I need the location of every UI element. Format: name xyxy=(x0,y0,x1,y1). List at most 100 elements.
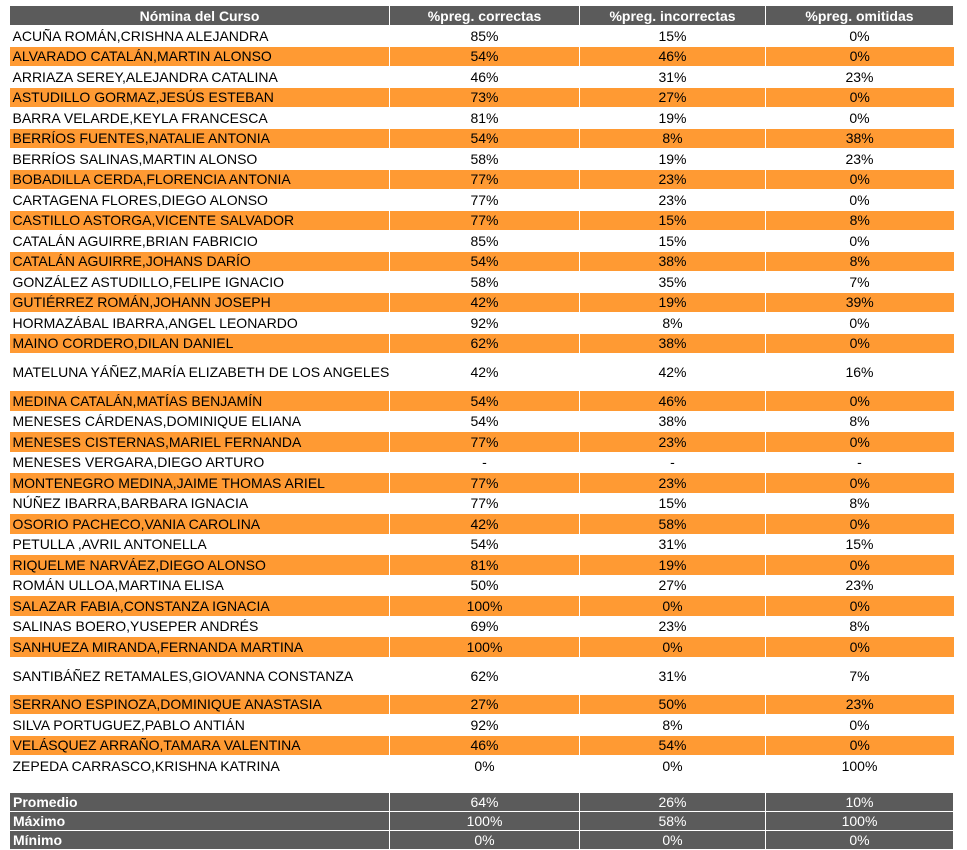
cell-correctas: 0% xyxy=(389,755,580,776)
cell-omitidas: 0% xyxy=(765,390,954,412)
table-row: SERRANO ESPINOZA,DOMINIQUE ANASTASIA 27% 5… xyxy=(9,693,954,715)
table-row: SANTIBÁÑEZ RETAMALES,GIOVANNA CONSTANZA 6… xyxy=(9,657,954,694)
cell-correctas: 92% xyxy=(389,312,580,333)
table-row: CATALÁN AGUIRRE,JOHANS DARÍO 54% 38% 8% xyxy=(9,250,954,272)
cell-correctas: 54% xyxy=(389,411,580,432)
table-row: ZEPEDA CARRASCO,KRISHNA KATRINA 0% 0% 100% xyxy=(9,755,954,776)
cell-correctas: 77% xyxy=(389,431,580,453)
cell-student-name: MEDINA CATALÁN,MATÍAS BENJAMÍN xyxy=(9,390,390,412)
table-row: VELÁSQUEZ ARRAÑO,TAMARA VALENTINA 46% 54% 0… xyxy=(9,734,954,756)
cell-correctas: 46% xyxy=(389,66,580,87)
cell-incorrectas: 23% xyxy=(579,616,766,637)
summary-correctas: 64% xyxy=(389,791,580,812)
grades-table: Nómina del Curso %preg. correctas %preg.… xyxy=(9,5,954,850)
cell-incorrectas: 54% xyxy=(579,734,766,756)
cell-incorrectas: 31% xyxy=(579,66,766,87)
cell-omitidas: 7% xyxy=(765,271,954,292)
table-row: MENESES CISTERNAS,MARIEL FERNANDA 77% 23% 0… xyxy=(9,431,954,453)
table-body: ACUÑA ROMÁN,CRISHNA ALEJANDRA 85% 15% 0% ALV… xyxy=(9,25,954,850)
cell-omitidas: 0% xyxy=(765,714,954,735)
table-row: BERRÍOS SALINAS,MARTIN ALONSO 58% 19% 23% xyxy=(9,148,954,169)
summary-label: Máximo xyxy=(9,810,390,831)
cell-correctas: 81% xyxy=(389,107,580,128)
cell-correctas: 42% xyxy=(389,291,580,313)
cell-incorrectas: 15% xyxy=(579,209,766,231)
cell-student-name: MATELUNA YÁÑEZ,MARÍA ELIZABETH DE LOS AN… xyxy=(9,353,390,391)
table-row: GONZÁLEZ ASTUDILLO,FELIPE IGNACIO 58% 35% 7… xyxy=(9,271,954,292)
table-row: RIQUELME NARVÁEZ,DIEGO ALONSO 81% 19% 0% xyxy=(9,554,954,576)
table-row: PETULLA ,AVRIL ANTONELLA 54% 31% 15% xyxy=(9,534,954,555)
cell-incorrectas: 8% xyxy=(579,127,766,149)
table-row: CATALÁN AGUIRRE,BRIAN FABRICIO 85% 15% 0% xyxy=(9,230,954,251)
cell-student-name: ASTUDILLO GORMAZ,JESÚS ESTEBAN xyxy=(9,86,390,108)
cell-omitidas: 8% xyxy=(765,209,954,231)
cell-student-name: MENESES VERGARA,DIEGO ARTURO xyxy=(9,452,390,473)
cell-incorrectas: 50% xyxy=(579,693,766,715)
cell-student-name: PETULLA ,AVRIL ANTONELLA xyxy=(9,534,390,555)
summary-correctas: 100% xyxy=(389,810,580,831)
table-row: CARTAGENA FLORES,DIEGO ALONSO 77% 23% 0% xyxy=(9,189,954,210)
cell-student-name: MENESES CISTERNAS,MARIEL FERNANDA xyxy=(9,431,390,453)
cell-correctas: 27% xyxy=(389,693,580,715)
cell-student-name: BERRÍOS SALINAS,MARTIN ALONSO xyxy=(9,148,390,169)
cell-incorrectas: 46% xyxy=(579,390,766,412)
table-row: ARRIAZA SEREY,ALEJANDRA CATALINA 46% 31% 23… xyxy=(9,66,954,87)
cell-correctas: 46% xyxy=(389,734,580,756)
cell-incorrectas: 23% xyxy=(579,431,766,453)
cell-incorrectas: 23% xyxy=(579,472,766,494)
cell-student-name: SALINAS BOERO,YUSEPER ANDRÉS xyxy=(9,616,390,637)
cell-omitidas: 23% xyxy=(765,148,954,169)
table-row: BARRA VELARDE,KEYLA FRANCESCA 81% 19% 0% xyxy=(9,107,954,128)
cell-omitidas: 0% xyxy=(765,86,954,108)
cell-correctas: 77% xyxy=(389,168,580,190)
cell-incorrectas: 0% xyxy=(579,636,766,658)
cell-omitidas: 16% xyxy=(765,353,954,391)
cell-correctas: 54% xyxy=(389,127,580,149)
cell-incorrectas: 27% xyxy=(579,575,766,596)
table-header: Nómina del Curso %preg. correctas %preg.… xyxy=(9,5,954,26)
table-row: SALAZAR FABIA,CONSTANZA IGNACIA 100% 0% 0% xyxy=(9,595,954,617)
header-incorrectas: %preg. incorrectas xyxy=(579,5,766,26)
cell-correctas: 54% xyxy=(389,250,580,272)
cell-student-name: ALVARADO CATALÁN,MARTIN ALONSO xyxy=(9,45,390,67)
cell-student-name: ARRIAZA SEREY,ALEJANDRA CATALINA xyxy=(9,66,390,87)
cell-omitidas: 0% xyxy=(765,312,954,333)
cell-correctas: 100% xyxy=(389,636,580,658)
cell-incorrectas: 15% xyxy=(579,25,766,46)
spacer-cell xyxy=(389,775,580,792)
cell-omitidas: 0% xyxy=(765,636,954,658)
cell-student-name: MAINO CORDERO,DILAN DANIEL xyxy=(9,332,390,354)
spacer-cell xyxy=(765,775,954,792)
cell-student-name: GONZÁLEZ ASTUDILLO,FELIPE IGNACIO xyxy=(9,271,390,292)
table-row: SILVA PORTUGUEZ,PABLO ANTIÁN 92% 8% 0% xyxy=(9,714,954,735)
cell-omitidas: 0% xyxy=(765,107,954,128)
cell-omitidas: 39% xyxy=(765,291,954,313)
cell-student-name: GUTIÉRREZ ROMÁN,JOHANN JOSEPH xyxy=(9,291,390,313)
cell-omitidas: 0% xyxy=(765,189,954,210)
cell-incorrectas: 19% xyxy=(579,291,766,313)
cell-incorrectas: 0% xyxy=(579,595,766,617)
summary-incorrectas: 0% xyxy=(579,829,766,850)
cell-correctas: - xyxy=(389,452,580,473)
cell-correctas: 85% xyxy=(389,25,580,46)
table-row: BOBADILLA CERDA,FLORENCIA ANTONIA 77% 23% 0… xyxy=(9,168,954,190)
summary-row: Máximo 100% 58% 100% xyxy=(9,810,954,831)
table-row: ALVARADO CATALÁN,MARTIN ALONSO 54% 46% 0% xyxy=(9,45,954,67)
cell-student-name: BERRÍOS FUENTES,NATALIE ANTONIA xyxy=(9,127,390,149)
summary-label: Promedio xyxy=(9,791,390,812)
cell-correctas: 62% xyxy=(389,657,580,694)
cell-omitidas: 7% xyxy=(765,657,954,694)
cell-correctas: 73% xyxy=(389,86,580,108)
cell-student-name: SANHUEZA MIRANDA,FERNANDA MARTINA xyxy=(9,636,390,658)
cell-omitidas: 23% xyxy=(765,575,954,596)
cell-incorrectas: 19% xyxy=(579,148,766,169)
cell-omitidas: - xyxy=(765,452,954,473)
header-correctas: %preg. correctas xyxy=(389,5,580,26)
cell-omitidas: 0% xyxy=(765,431,954,453)
cell-correctas: 42% xyxy=(389,353,580,391)
header-row: Nómina del Curso %preg. correctas %preg.… xyxy=(9,5,954,26)
cell-incorrectas: 19% xyxy=(579,554,766,576)
cell-student-name: OSORIO PACHECO,VANIA CAROLINA xyxy=(9,513,390,535)
cell-student-name: SERRANO ESPINOZA,DOMINIQUE ANASTASIA xyxy=(9,693,390,715)
table-row: MENESES CÁRDENAS,DOMINIQUE ELIANA 54% 38% 8… xyxy=(9,411,954,432)
